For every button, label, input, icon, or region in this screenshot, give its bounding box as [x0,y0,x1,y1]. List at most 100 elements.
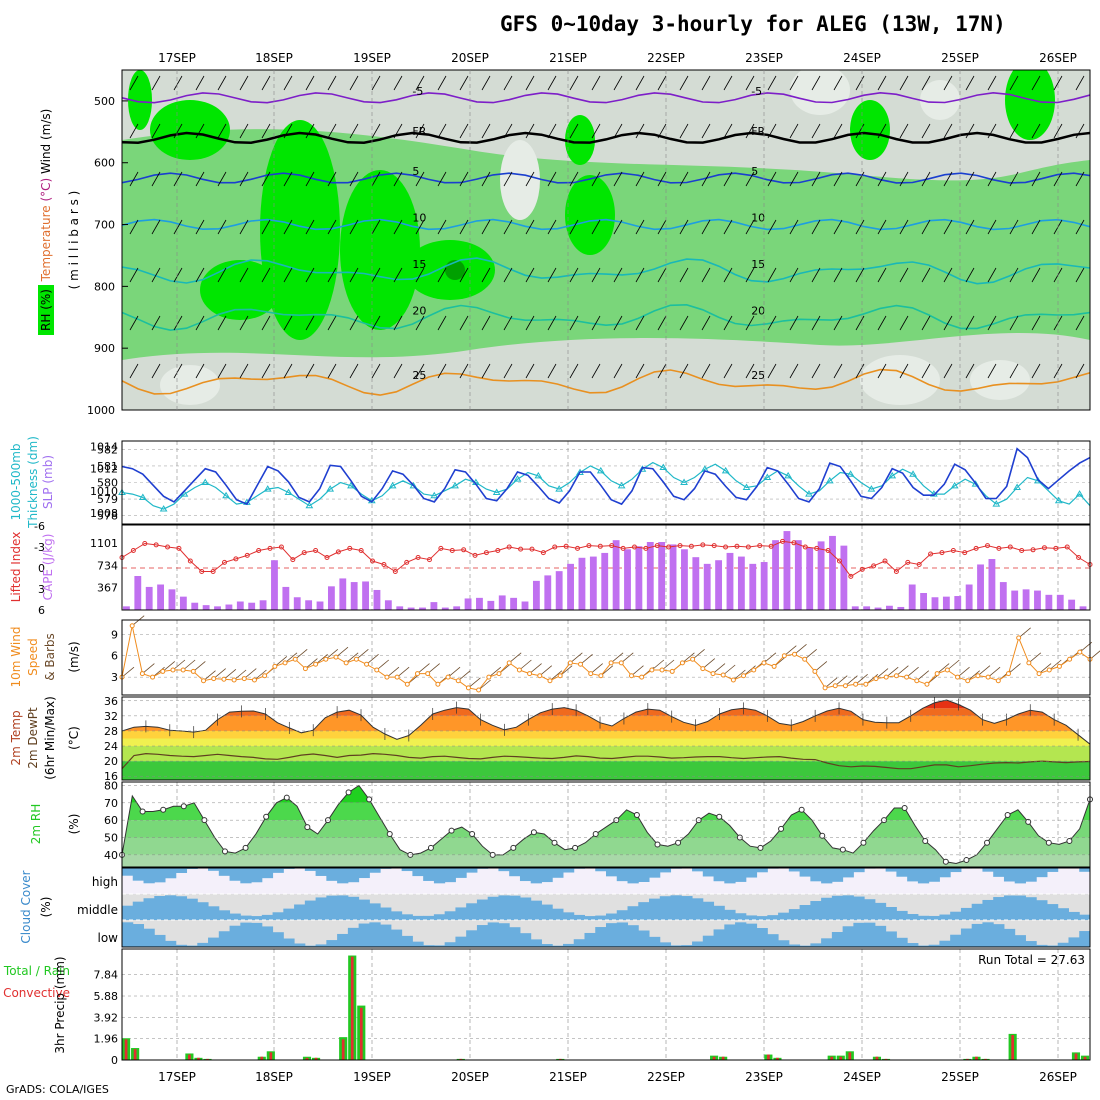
cloud-middle-bar [1046,904,1059,920]
wind-barb [877,171,887,187]
contour-label: 5 [751,165,758,178]
rh-marker [633,811,640,818]
cloud-low-bar [1046,945,1059,947]
cloud-high-bar [433,868,446,884]
cape-bar [544,575,552,610]
cloud-middle-bar [541,904,553,920]
thickness-marker [1075,490,1084,497]
cloud-low-bar [380,924,392,947]
rh-marker [654,841,661,848]
li-line [121,540,1091,578]
wind-barb [723,123,733,139]
wind-barb [459,171,469,187]
cloud-high-bar [347,868,360,883]
cloud-low-bar [165,940,177,947]
cloud-low-bar [993,924,1005,947]
surface-gap [122,410,1090,438]
pressure-tick: 700 [94,219,115,232]
rh-marker [963,857,970,864]
li-marker [916,562,922,567]
wind-marker [333,654,339,660]
thickness-marker [992,500,1001,507]
wind-barb [855,673,868,685]
cape-tick: 734 [97,559,118,572]
li-marker [165,544,171,550]
li-marker [1053,545,1059,551]
cloud-high-bar [272,868,284,873]
thickness-marker [138,493,147,500]
cloud-low-bar [971,923,983,947]
chart-title: GFS 0~10day 3-hourly for ALEG (13W, 17N) [500,12,1006,36]
cape-bar [430,602,438,610]
wind-marker [302,666,308,672]
cloud-middle-bar [735,913,747,920]
cloud-middle-bar [960,907,973,920]
wind-marker [404,681,410,687]
cloud-middle-bar [939,914,951,920]
cloud-high-bar [337,868,349,884]
wind-barb [488,666,502,678]
wind-barb [987,267,997,283]
date-label-top: 19SEP [353,51,391,65]
wind-marker [965,678,971,684]
wind-barb [1089,650,1100,660]
wind-barb [547,219,557,235]
wind-marker [150,674,156,680]
precip-convective-bar [350,956,354,1060]
cloud-high-bar [692,868,704,872]
wind-barb [1031,171,1041,187]
precip-convective-bar [839,1056,843,1060]
li-marker [358,548,364,553]
wind-barb [371,219,381,235]
wind-barb [195,315,205,331]
cloud-middle-bar [143,898,155,920]
cloud-low-bar [595,927,607,947]
wind-barb [921,315,931,331]
wind-barb [478,679,491,691]
wind-marker [160,668,166,674]
precip-convective-bar [721,1056,725,1060]
wind-barb [1009,123,1019,139]
cape-bar [145,586,153,610]
cloud-middle-bar [412,915,424,920]
cape-bar [1056,594,1064,610]
cape-bar [829,535,836,610]
cloud-middle-bar [767,915,779,920]
wind-marker [476,687,482,693]
wind-barb [459,315,469,331]
wind-barb [1075,219,1085,235]
li-marker [973,545,979,551]
li-marker [1019,548,1025,553]
cloud-high-bar [218,868,231,876]
cloud-middle-bar [573,914,585,920]
wind-barb [261,267,271,283]
wind-barb [468,677,481,689]
cloud-low-bar [466,930,478,947]
axis-label-part: 10m Wind [9,627,23,688]
wind-barb [393,123,403,139]
wind-barb [393,363,403,379]
wind-barb [965,75,975,91]
wind-barb [481,171,491,187]
wind-barb [437,315,447,331]
wind-barb [855,315,865,331]
wind-barb [459,123,469,139]
wind-barb [855,171,865,187]
li-marker [893,569,899,574]
cape-bar [749,563,757,610]
li-label: Lifted Index [9,532,23,603]
wind-barb [415,363,425,379]
wind-barb [305,267,315,283]
slp-tick: 1014 [90,441,118,454]
wind-barb [896,665,909,677]
cape-bar [407,607,415,610]
wind-marker [567,660,573,666]
wind-barb [921,363,931,379]
cloud-high-bar [735,868,747,882]
cape-bar [134,576,142,610]
rh-marker [283,794,290,801]
cape-bar [988,559,996,610]
wind-barb [569,363,579,379]
cape-bar [396,606,404,610]
